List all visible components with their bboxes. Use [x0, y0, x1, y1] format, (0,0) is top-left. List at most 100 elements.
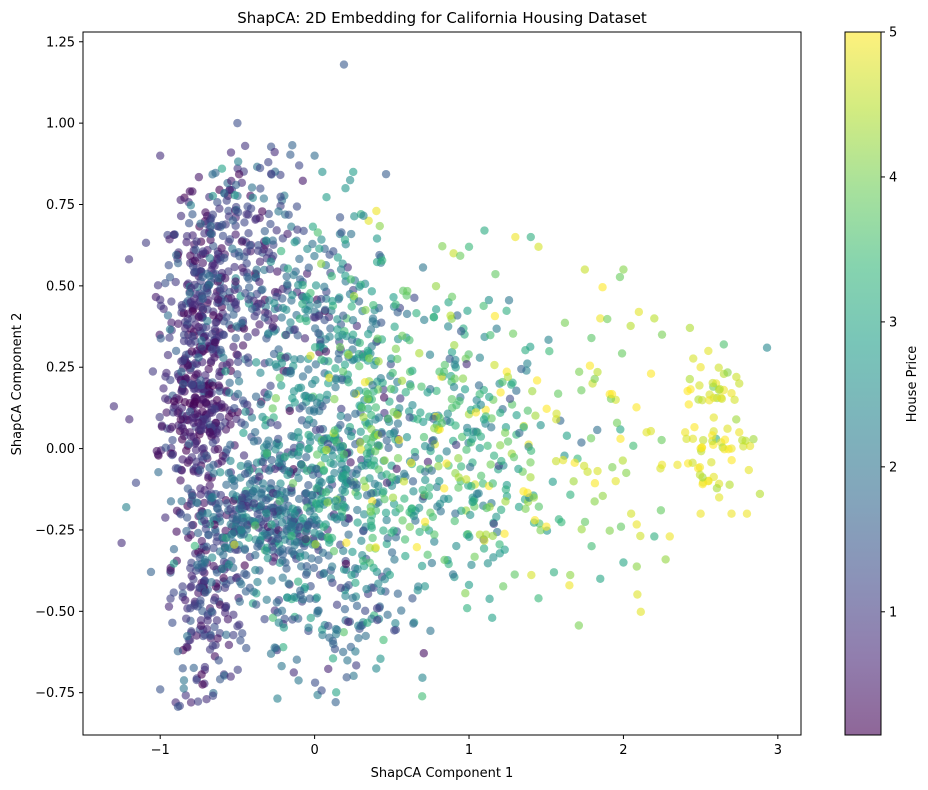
scatter-point: [416, 408, 425, 417]
x-tick-label: −1: [151, 743, 170, 758]
scatter-point: [276, 246, 286, 256]
scatter-point: [301, 534, 310, 544]
scatter-point: [349, 167, 358, 177]
scatter-point: [450, 516, 459, 526]
scatter-point: [686, 385, 695, 394]
scatter-point: [194, 353, 203, 362]
scatter-point: [249, 487, 258, 496]
scatter-point: [552, 415, 561, 424]
scatter-point: [240, 469, 250, 479]
scatter-point: [508, 329, 518, 338]
scatter-point: [261, 236, 271, 245]
scatter-point: [714, 363, 723, 372]
scatter-point: [269, 349, 279, 359]
scatter-point: [356, 438, 365, 447]
scatter-point: [347, 570, 356, 580]
scatter-point: [318, 630, 327, 640]
scatter-point: [300, 391, 309, 401]
scatter-point: [225, 388, 234, 398]
scatter-point: [262, 509, 271, 518]
scatter-point: [423, 388, 432, 397]
scatter-point: [249, 437, 259, 446]
scatter-point: [390, 555, 399, 564]
scatter-point: [221, 367, 230, 376]
scatter-point: [577, 525, 586, 534]
scatter-point: [366, 460, 376, 470]
x-tick-label: 2: [619, 743, 627, 758]
scatter-point: [384, 443, 393, 453]
scatter-point: [263, 309, 273, 319]
scatter-point: [192, 675, 201, 685]
scatter-point: [353, 465, 362, 474]
scatter-point: [399, 477, 409, 486]
scatter-point: [344, 378, 353, 387]
scatter-point: [201, 588, 210, 597]
scatter-point: [534, 594, 543, 603]
scatter-point: [225, 235, 235, 244]
scatter-point: [475, 389, 484, 399]
scatter-point: [146, 567, 156, 577]
scatter-point: [325, 633, 334, 642]
scatter-point: [245, 241, 255, 250]
scatter-point: [270, 643, 279, 652]
scatter-point: [657, 330, 667, 339]
scatter-point: [295, 522, 304, 532]
scatter-point: [408, 400, 417, 410]
scatter-point: [233, 351, 243, 360]
scatter-point: [298, 372, 308, 381]
scatter-point: [193, 528, 203, 538]
scatter-point: [727, 456, 736, 465]
scatter-point: [361, 631, 370, 641]
scatter-point: [166, 497, 176, 506]
scatter-point: [222, 445, 232, 454]
scatter-point: [436, 507, 445, 516]
scatter-point: [230, 262, 239, 272]
scatter-point: [593, 367, 602, 377]
scatter-point: [174, 319, 183, 328]
scatter-point: [314, 606, 323, 615]
scatter-point: [544, 335, 553, 345]
scatter-point: [474, 381, 484, 390]
scatter-point: [198, 304, 207, 313]
scatter-point: [526, 342, 535, 352]
scatter-point: [500, 529, 509, 538]
scatter-point: [157, 422, 167, 431]
scatter-point: [242, 570, 251, 580]
scatter-point: [334, 355, 343, 364]
scatter-point: [383, 610, 392, 620]
scatter-point: [534, 242, 543, 252]
scatter-point: [338, 647, 348, 657]
scatter-point: [148, 367, 158, 376]
scatter-point: [447, 394, 457, 404]
scatter-point: [486, 460, 495, 469]
scatter-point: [122, 502, 131, 512]
scatter-point: [170, 230, 179, 239]
scatter-point: [268, 613, 278, 622]
scatter-point: [267, 576, 276, 585]
scatter-point: [489, 553, 498, 562]
scatter-point: [279, 503, 288, 512]
scatter-point: [290, 398, 299, 407]
scatter-point: [273, 534, 283, 543]
x-tick-label: 1: [465, 743, 473, 758]
scatter-point: [186, 251, 195, 260]
scatter-point: [341, 559, 351, 569]
scatter-point: [401, 388, 410, 397]
scatter-point: [735, 428, 744, 437]
scatter-point: [359, 510, 369, 519]
scatter-point: [532, 376, 542, 385]
scatter-point: [202, 542, 211, 551]
scatter-point: [196, 219, 205, 228]
scatter-point: [379, 526, 388, 535]
scatter-point: [470, 552, 479, 561]
scatter-point: [266, 257, 275, 266]
scatter-point: [445, 354, 454, 364]
scatter-point: [198, 247, 208, 256]
scatter-point: [233, 208, 243, 217]
scatter-point: [408, 594, 417, 603]
scatter-point: [267, 520, 276, 529]
scatter-point: [288, 547, 297, 556]
scatter-point: [262, 546, 271, 556]
scatter-point: [263, 553, 273, 563]
scatter-point: [219, 330, 229, 340]
